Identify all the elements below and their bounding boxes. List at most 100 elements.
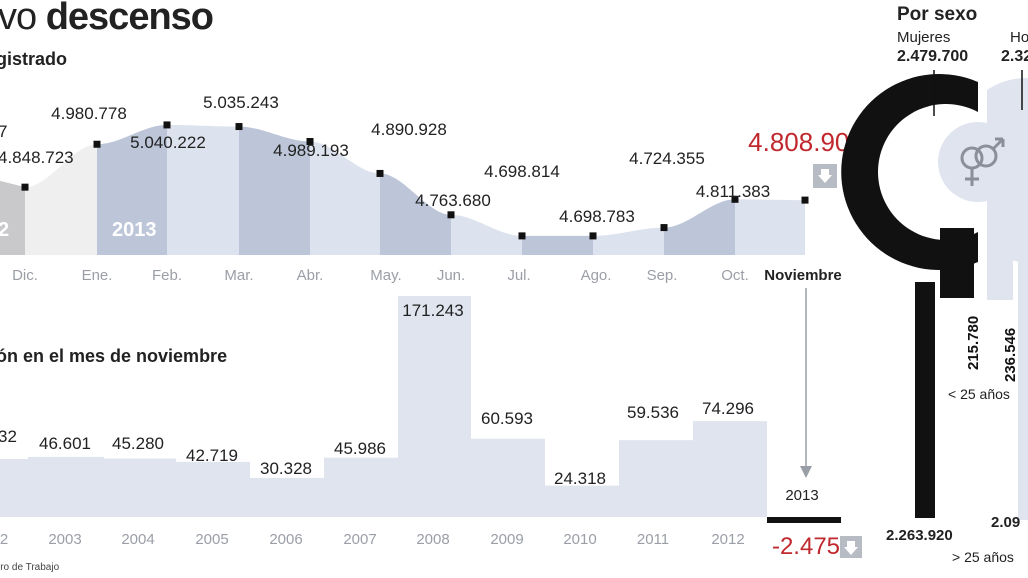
area-point-0 (21, 183, 29, 191)
bar-2 (104, 458, 176, 517)
area-value-label-7: 4.698.814 (484, 162, 560, 181)
men-over25-value: 2.09 (991, 514, 1021, 531)
bar-category-label-6: 2008 (416, 531, 449, 548)
area-value-label-2: 5.040.222 (130, 133, 206, 152)
bar-category-label-8: 2010 (563, 531, 596, 548)
bar-value-label-10: 74.296 (702, 399, 754, 418)
area-category-label-7: Jul. (507, 267, 530, 284)
area-band-7 (451, 214, 522, 255)
bar-value-label-6: 171.243 (402, 301, 463, 320)
men-total: 2.32 (1001, 48, 1028, 65)
connector-arrowhead (800, 466, 812, 478)
area-value-label-0: 4.848.723 (0, 148, 74, 167)
area-point-6 (447, 211, 455, 219)
bar-1 (28, 456, 104, 517)
area-band-2 (97, 124, 167, 256)
over25-label: > 25 años (952, 549, 1014, 565)
area-value-label-6: 4.763.680 (415, 191, 491, 210)
subtitle-top-chart: gistrado (0, 49, 68, 69)
bar-8 (545, 485, 619, 517)
area-band-4 (239, 126, 310, 255)
bar-category-label-2: 2004 (121, 531, 154, 548)
area-category-label-3: Mar. (224, 267, 253, 284)
men-shape (987, 77, 1028, 520)
bar-value-label-1: 46.601 (39, 434, 91, 453)
area-value-label-5: 4.890.928 (371, 120, 447, 139)
area-band-10 (664, 199, 735, 255)
bar-10 (693, 421, 767, 517)
sex-panel-title: Por sexo (897, 4, 978, 25)
area-point-1 (93, 140, 101, 148)
source-note: iro de Trabajo (0, 562, 60, 573)
women-total: 2.479.700 (897, 48, 969, 65)
area-band-8 (522, 235, 593, 255)
area-value-label-10: 4.811.383 (696, 182, 770, 201)
area-point-5 (376, 169, 384, 177)
bar-value-label-9: 59.536 (627, 403, 679, 422)
area-category-label-11: Noviembre (764, 267, 842, 284)
area-band-6 (380, 173, 451, 255)
area-band-9 (593, 227, 664, 255)
title-light: vo (0, 0, 37, 38)
title-bold: descenso (45, 0, 214, 38)
area-partial-label: 7 (0, 122, 7, 141)
bar-3 (176, 461, 250, 517)
area-category-label-2: Feb. (152, 267, 182, 284)
bar-4 (250, 477, 324, 517)
area-value-label-8: 4.698.783 (559, 207, 635, 226)
women-label: Mujeres (897, 29, 951, 46)
women-shape (841, 73, 978, 518)
bar-value-label-7: 60.593 (481, 409, 533, 428)
bar-6 (398, 296, 471, 517)
bar-5 (324, 457, 398, 517)
area-category-label-5: May. (370, 267, 401, 284)
bar-category-label-0: 2 (0, 531, 8, 548)
women-under25-value: 215.780 (965, 316, 982, 370)
area-band-3 (167, 124, 239, 256)
bar-9 (619, 440, 693, 517)
area-point-10 (731, 195, 739, 203)
men-under25-value: 236.546 (1002, 328, 1019, 382)
area-category-label-6: Jun. (437, 267, 465, 284)
bar-category-label-3: 2005 (195, 531, 228, 548)
bar-value-label-8: 24.318 (554, 469, 606, 488)
area-point-11 (801, 196, 809, 204)
area-category-label-8: Ago. (581, 267, 612, 284)
bar-value-label-4: 30.328 (260, 459, 312, 478)
area-category-label-10: Oct. (721, 267, 749, 284)
area-value-label-3: 5.035.243 (203, 93, 279, 112)
bar-category-label-5: 2007 (343, 531, 376, 548)
area-value-label-1: 4.980.778 (51, 104, 127, 123)
area-category-label-0: Dic. (12, 267, 38, 284)
bar-11 (767, 517, 841, 523)
bar-category-label-9: 2011 (637, 531, 669, 548)
page-title: vo descenso (0, 0, 214, 39)
under25-label: < 25 años (948, 386, 1010, 402)
gender-symbols-icon (960, 137, 1005, 186)
area-value-label-9: 4.724.355 (629, 149, 705, 168)
bar-value-label-11: -2.475 (772, 533, 840, 560)
bar-category-label-10: 2012 (711, 531, 744, 548)
area-category-label-1: Ene. (82, 267, 113, 284)
bar-category-label-1: 2003 (48, 531, 81, 548)
area-category-label-4: Abr. (297, 267, 324, 284)
bar-value-label-0: 32 (0, 427, 17, 446)
bar-value-label-2: 45.280 (112, 434, 164, 453)
subtitle-bottom-chart: ón en el mes de noviembre (0, 346, 228, 366)
men-label: Ho (1010, 29, 1028, 46)
area-band-0 (0, 180, 25, 255)
area-point-3 (235, 123, 243, 131)
area-category-label-9: Sep. (647, 267, 678, 284)
area-band-11 (735, 199, 805, 255)
bar-value-label-3: 42.719 (186, 446, 238, 465)
bar-value-label-5: 45.986 (334, 439, 386, 458)
area-band-1 (25, 144, 97, 255)
area-point-9 (660, 224, 668, 232)
area-point-4 (306, 138, 314, 146)
bar-category-label-11: 2013 (785, 487, 818, 504)
area-band-5 (310, 141, 380, 255)
bar-7 (471, 438, 545, 517)
bar-category-label-7: 2009 (490, 531, 523, 548)
